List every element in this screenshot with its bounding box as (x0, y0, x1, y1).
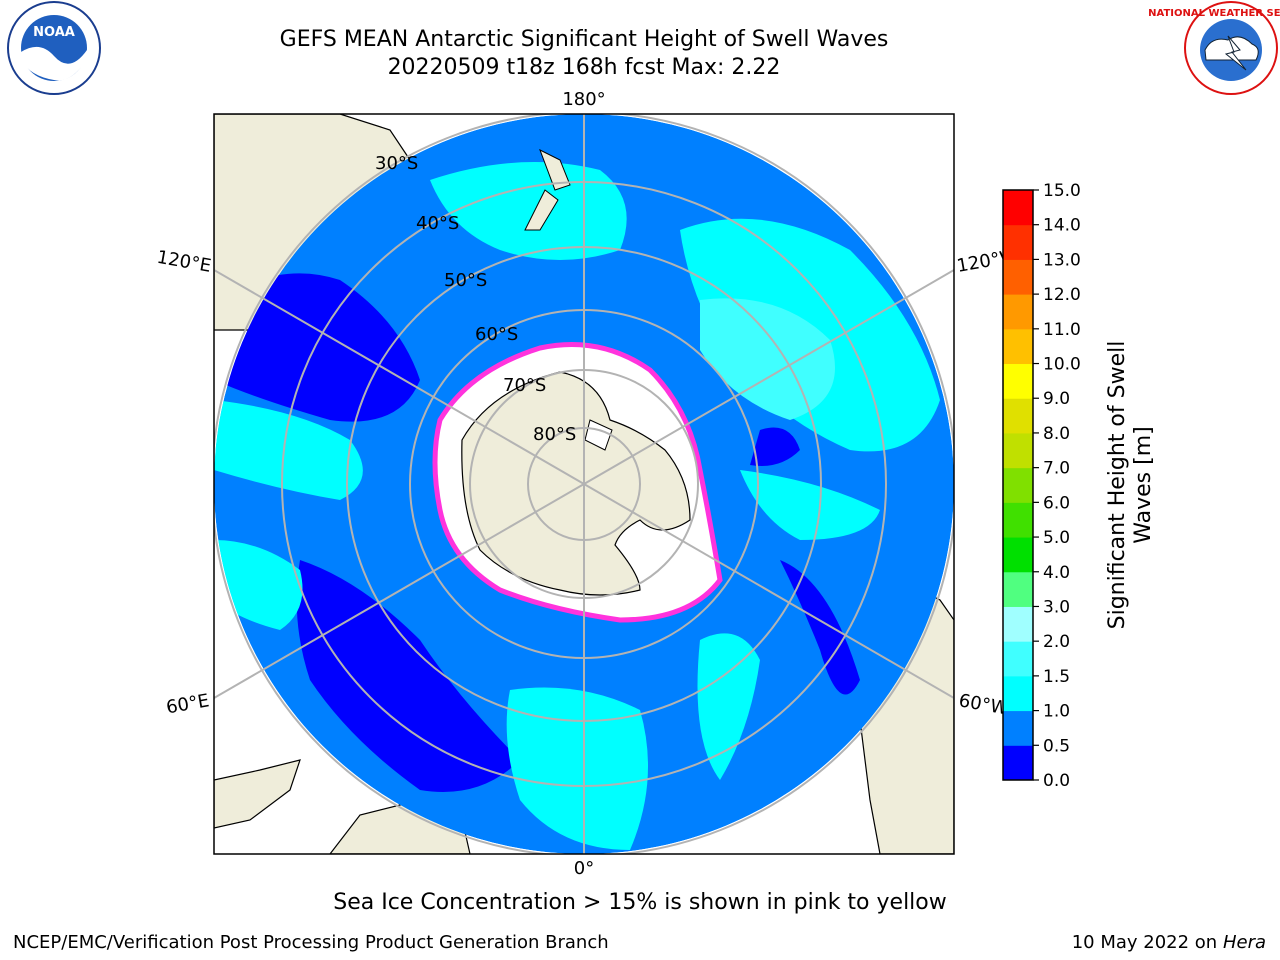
lat-label-80s: 80°S (533, 424, 576, 445)
footer-host: Hera (1222, 932, 1266, 953)
colorbar-tick-label: 1.0 (1043, 702, 1070, 722)
graticule (214, 114, 954, 854)
colorbar-swatch (1003, 641, 1033, 677)
colorbar-swatch (1003, 675, 1033, 712)
svg-text:NATIONAL WEATHER SERVICE: NATIONAL WEATHER SERVICE (1148, 8, 1280, 19)
sea-ice-caption: Sea Ice Concentration > 15% is shown in … (333, 890, 947, 915)
colorbar-tick-label: 11.0 (1043, 320, 1081, 340)
latitude-labels: 30°S 40°S 50°S 60°S 70°S 80°S (375, 153, 576, 445)
lon-label-120e: 120°E (155, 247, 213, 277)
colorbar-swatch (1003, 710, 1033, 746)
footer-date: 10 May 2022 on Hera (1072, 932, 1266, 953)
colorbar-tick-label: 5.0 (1043, 528, 1070, 548)
colorbar-tick-label: 1.5 (1043, 667, 1070, 687)
colorbar-tick-label: 6.0 (1043, 493, 1070, 513)
colorbar: 0.0 0.5 1.0 1.5 2.0 3.0 4.0 5.0 6.0 7.0 8.0 9.0 10.0… (1002, 181, 1081, 791)
nws-logo: NATIONAL WEATHER SERVICE (1148, 1, 1280, 95)
colorbar-swatch (1003, 502, 1033, 538)
colorbar-swatch (1003, 432, 1033, 469)
lon-label-180: 180° (562, 89, 605, 110)
colorbar-swatch (1003, 745, 1033, 781)
colorbar-swatch (1003, 224, 1033, 260)
colorbar-swatch (1003, 537, 1033, 573)
lat-label-40s: 40°S (416, 213, 459, 234)
colorbar-tick-label: 9.0 (1043, 389, 1070, 409)
map-frame (213, 113, 955, 855)
colorbar-swatch (1003, 294, 1033, 330)
colorbar-tick-label: 0.5 (1043, 736, 1070, 756)
colorbar-title: Significant Height of Swell Waves [m] (1105, 341, 1156, 630)
lon-label-60w: 60°W (957, 690, 1010, 719)
lat-label-50s: 50°S (444, 270, 487, 291)
svg-text:NOAA: NOAA (33, 25, 75, 40)
colorbar-tick-label: 14.0 (1043, 216, 1081, 236)
colorbar-swatch (1003, 259, 1033, 295)
colorbar-label-line2: Waves [m] (1131, 426, 1156, 543)
colorbar-swatch (1003, 606, 1033, 642)
colorbar-label-line1: Significant Height of Swell (1105, 341, 1130, 630)
colorbar-tick-label: 15.0 (1043, 181, 1081, 201)
colorbar-tick-label: 2.0 (1043, 632, 1070, 652)
colorbar-tick-label: 10.0 (1043, 355, 1081, 375)
chart-subtitle: 20220509 t18z 168h fcst Max: 2.22 (387, 55, 781, 80)
colorbar-tick-label: 0.0 (1043, 771, 1070, 791)
footer-credit: NCEP/EMC/Verification Post Processing Pr… (13, 932, 609, 953)
lat-label-60s: 60°S (475, 324, 518, 345)
noaa-logo: NOAA (7, 1, 101, 95)
colorbar-tick-label: 13.0 (1043, 250, 1081, 270)
lat-label-70s: 70°S (503, 375, 546, 396)
colorbar-tick-label: 3.0 (1043, 597, 1070, 617)
colorbar-frame (1002, 189, 1034, 781)
colorbar-swatch (1003, 328, 1033, 365)
lon-label-0: 0° (574, 858, 594, 879)
colorbar-swatch (1003, 467, 1033, 503)
colorbar-swatch (1003, 398, 1033, 434)
colorbar-tick-label: 4.0 (1043, 563, 1070, 583)
colorbar-tick-label: 7.0 (1043, 459, 1070, 479)
colorbar-tick-label: 8.0 (1043, 424, 1070, 444)
colorbar-tick-label: 12.0 (1043, 285, 1081, 305)
lon-label-60e: 60°E (165, 690, 211, 718)
colorbar-swatch (1003, 571, 1033, 607)
colorbar-swatch (1003, 190, 1033, 226)
footer-date-text: 10 May 2022 on (1071, 932, 1218, 953)
colorbar-swatch (1003, 363, 1033, 399)
chart-title: GEFS MEAN Antarctic Significant Height o… (279, 27, 889, 52)
lat-label-30s: 30°S (375, 153, 418, 174)
